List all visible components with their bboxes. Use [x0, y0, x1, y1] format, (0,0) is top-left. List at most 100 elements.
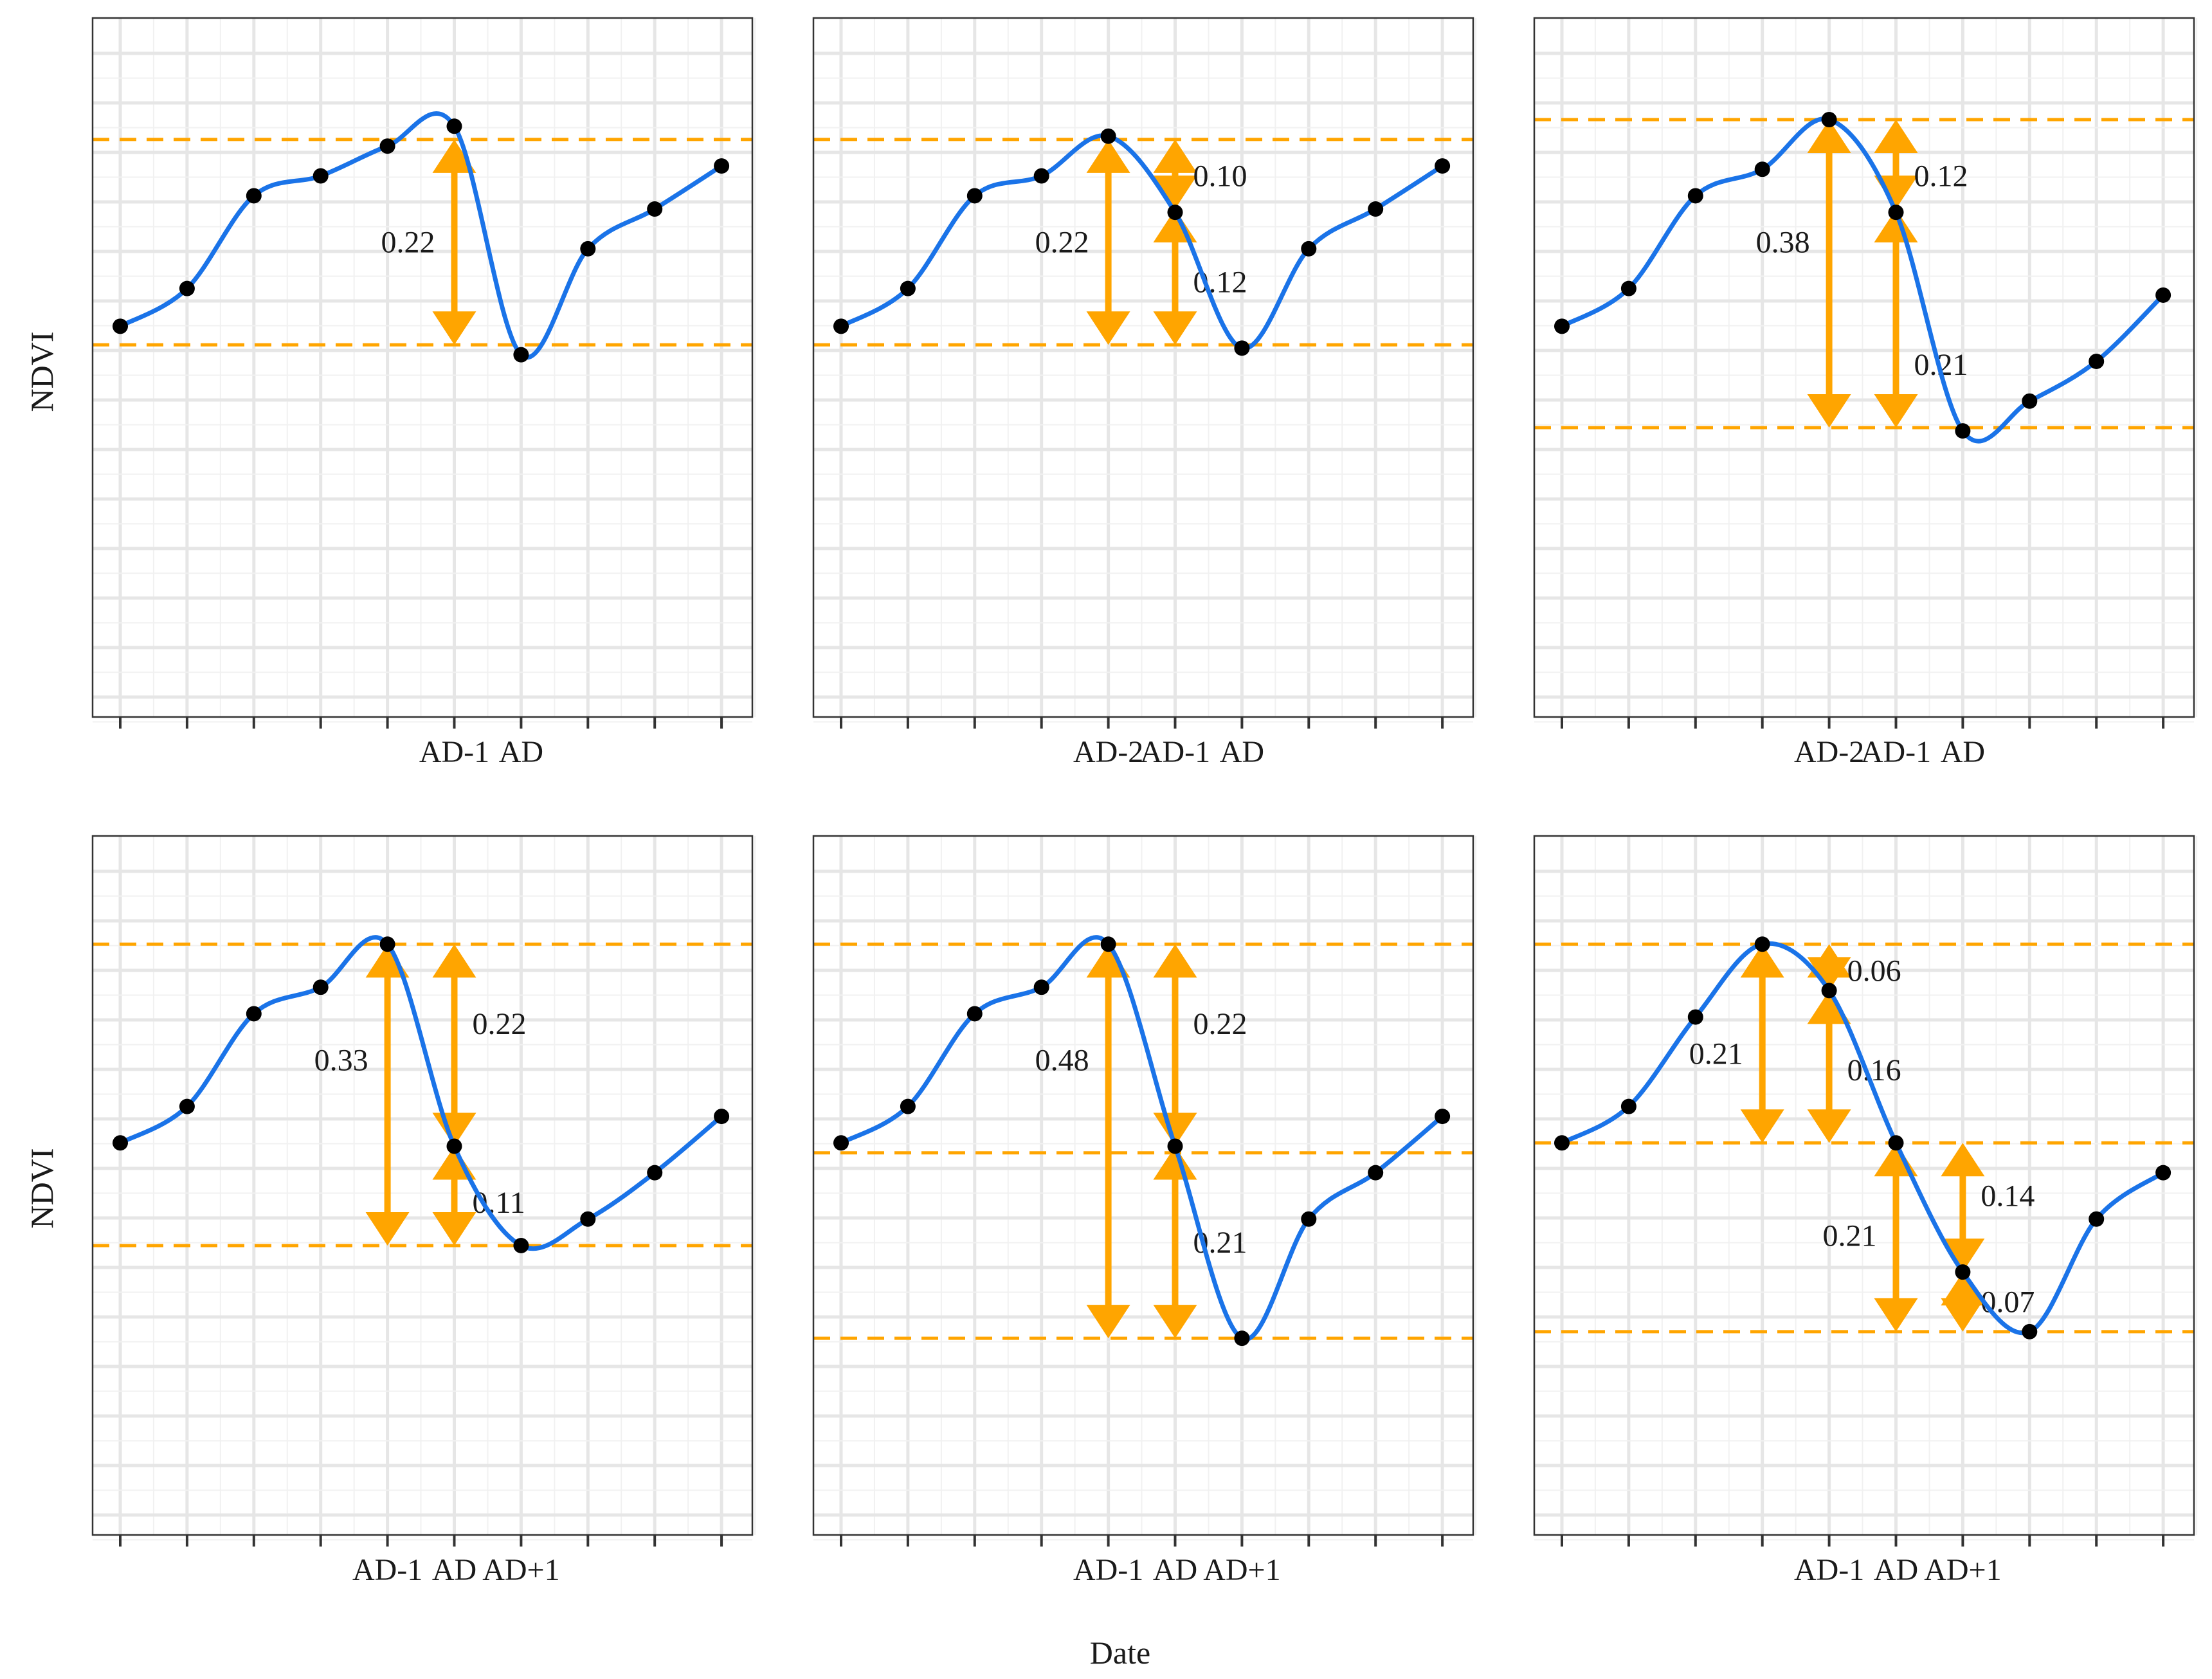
data-point	[1554, 318, 1570, 334]
x-tick-label: AD	[499, 735, 543, 769]
data-point	[714, 158, 730, 174]
arrow-head-start	[1153, 139, 1197, 173]
data-point	[647, 201, 663, 217]
data-point	[513, 1237, 529, 1253]
data-point	[1955, 1264, 1971, 1280]
data-point	[833, 318, 849, 334]
arrow-label: 0.12	[1914, 159, 1968, 194]
arrow-label: 0.07	[1981, 1285, 2035, 1320]
arrow-head-start	[432, 944, 476, 978]
panel-frame	[812, 835, 1474, 1536]
data-point	[446, 118, 462, 134]
x-tick-label: AD+1	[482, 1553, 559, 1587]
arrow-head-end	[432, 1212, 476, 1246]
arrow-head-end	[1807, 394, 1851, 428]
x-tick-label: AD	[1220, 735, 1264, 769]
y-axis-title-bottom: NDVI	[24, 1148, 60, 1229]
x-tick-label: AD-1	[1140, 735, 1210, 769]
arrow-head-start	[432, 139, 476, 173]
panel-1: 0.22 AD-1 AD	[91, 17, 756, 769]
data-point	[313, 168, 329, 184]
data-point	[714, 1109, 730, 1125]
data-point	[580, 1211, 596, 1227]
data-point	[1234, 1330, 1250, 1347]
data-point	[580, 241, 596, 257]
data-point	[113, 1135, 128, 1151]
data-point	[179, 280, 195, 296]
arrow-head-start	[1941, 1272, 1985, 1306]
arrow-head-start	[1086, 139, 1130, 173]
data-point	[2155, 287, 2171, 303]
grid	[93, 18, 756, 723]
arrow-head-end	[1153, 1112, 1197, 1147]
x-tick-label: AD-1	[1073, 1553, 1143, 1587]
data-point	[1301, 1211, 1317, 1227]
panel-frame	[91, 17, 754, 718]
data-point	[379, 936, 395, 952]
arrow-head-start	[1807, 120, 1851, 153]
data-point	[1554, 1135, 1570, 1151]
arrow-label: 0.22	[1035, 226, 1089, 260]
data-point	[1033, 168, 1049, 184]
data-point	[1435, 1109, 1451, 1125]
panel-frame	[91, 835, 754, 1536]
ndvi-curve	[118, 935, 724, 1251]
arrow-head-end	[1153, 1305, 1197, 1339]
arrow-head-end	[1153, 176, 1197, 210]
arrow-label: 0.10	[1193, 159, 1247, 194]
panel-6: 0.21 0.06 0.16 0.21 0.14 0.07 AD-1 AD AD+1	[1533, 835, 2198, 1587]
arrow-head-start	[1153, 1146, 1197, 1180]
x-axis-title: Date	[1090, 1635, 1150, 1671]
arrow-head-end	[1874, 1298, 1918, 1332]
x-tick-label: AD	[1941, 735, 1985, 769]
data-point	[1955, 423, 1971, 439]
data-point	[1821, 112, 1837, 127]
grid	[813, 836, 1477, 1541]
arrow-label: 0.48	[1035, 1044, 1089, 1078]
data-point	[513, 347, 529, 363]
data-point	[966, 1006, 983, 1022]
arrow-head-end	[1941, 1239, 1985, 1273]
data-point	[1435, 158, 1451, 174]
arrow-head-start	[1153, 944, 1197, 978]
data-point	[2155, 1165, 2171, 1181]
data-point	[113, 318, 128, 334]
x-tick-label: AD+1	[1924, 1553, 2001, 1587]
data-point	[246, 188, 262, 204]
arrow-label: 0.06	[1847, 954, 1901, 988]
panel-frame	[1533, 835, 2195, 1536]
data-point	[1167, 1138, 1183, 1154]
x-tick-label: AD-1	[352, 1553, 422, 1587]
data-point	[1301, 241, 1317, 257]
arrow-head-end	[432, 311, 476, 345]
ndvi-curve	[839, 133, 1445, 350]
x-tick-label: AD	[432, 1553, 476, 1587]
panel-frame	[812, 17, 1474, 718]
arrow-head-end	[1153, 311, 1197, 345]
y-axis-title-top: NDVI	[24, 332, 60, 412]
data-point	[446, 1138, 462, 1154]
arrow-head-end	[1086, 1305, 1130, 1339]
arrow-label: 0.11	[473, 1186, 525, 1220]
arrow-head-end	[365, 1212, 410, 1246]
x-tick-label: AD	[1153, 1553, 1197, 1587]
data-point	[1368, 1165, 1384, 1181]
arrow-head-start	[1874, 209, 1918, 243]
x-tick-label: AD+1	[1203, 1553, 1280, 1587]
data-point	[1234, 340, 1250, 356]
arrow-head-end	[1807, 1109, 1851, 1143]
data-point	[1754, 936, 1770, 952]
data-point	[1100, 128, 1116, 144]
data-point	[900, 1098, 916, 1114]
data-point	[833, 1135, 849, 1151]
arrow-head-end	[1086, 311, 1130, 345]
data-point	[1167, 204, 1183, 221]
data-point	[2089, 1211, 2105, 1227]
arrow-head-start	[1941, 1143, 1985, 1177]
arrow-head-start	[1874, 120, 1918, 153]
grid	[1534, 836, 2198, 1541]
arrow-label: 0.21	[1823, 1219, 1877, 1253]
data-point	[900, 280, 916, 296]
